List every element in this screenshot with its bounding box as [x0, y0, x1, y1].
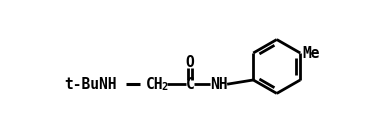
Text: O: O [186, 55, 194, 70]
Text: CH: CH [146, 77, 164, 92]
Text: 2: 2 [161, 82, 167, 92]
Text: t-BuNH: t-BuNH [65, 77, 117, 92]
Text: NH: NH [210, 77, 228, 92]
Text: Me: Me [303, 45, 320, 61]
Text: C: C [186, 77, 194, 92]
